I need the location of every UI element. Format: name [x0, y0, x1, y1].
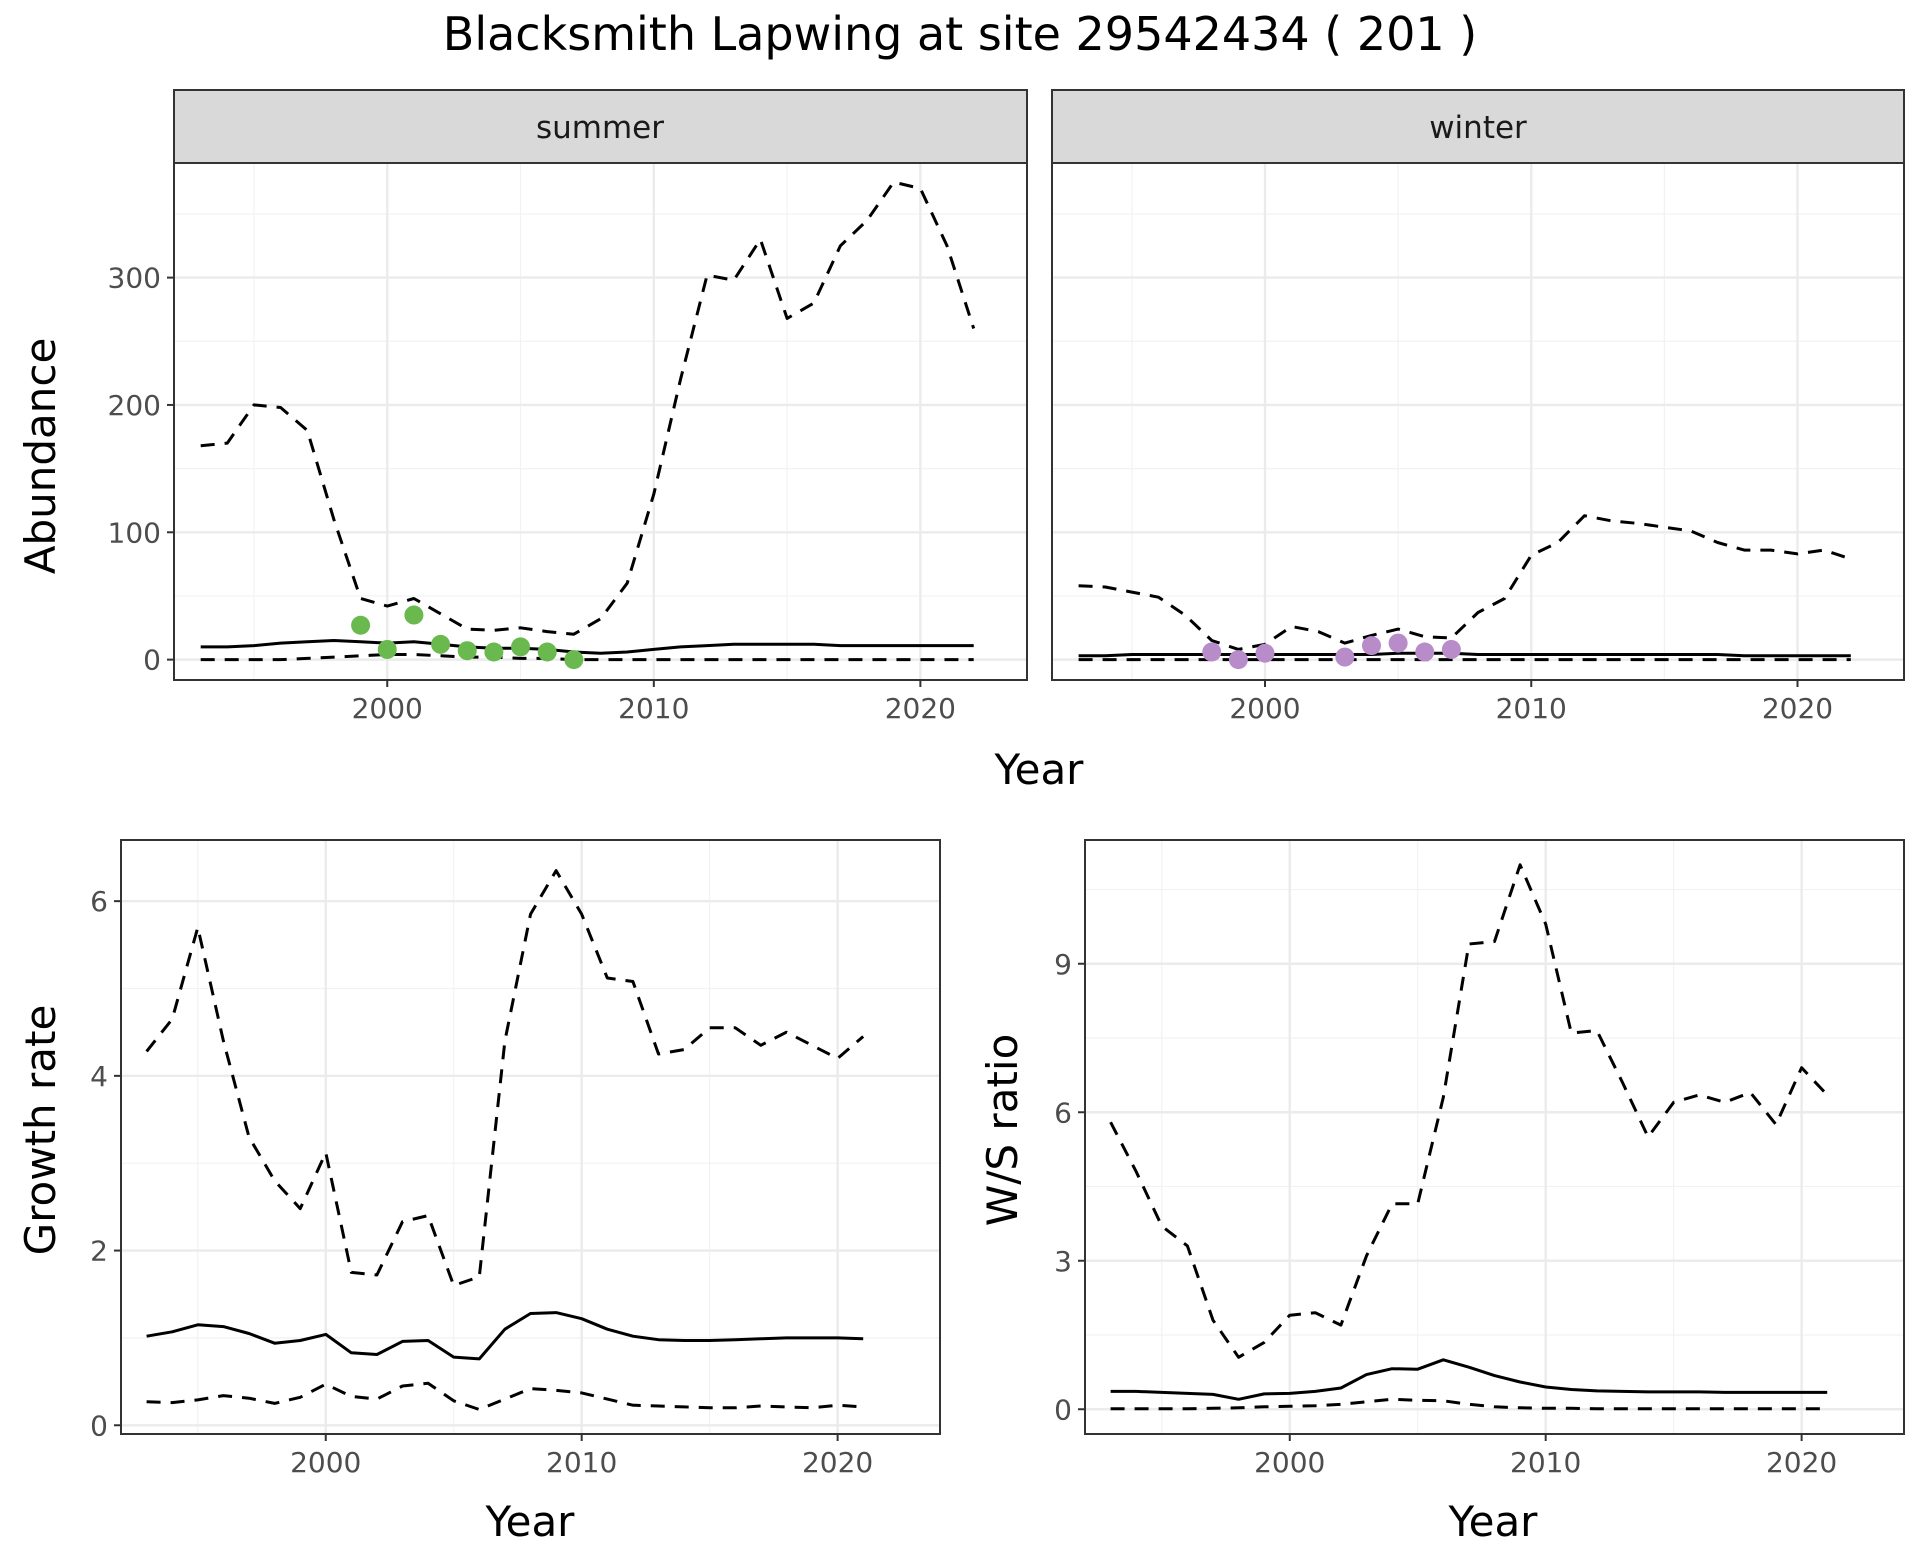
observation-point	[404, 605, 424, 625]
y-tick-label: 6	[90, 885, 108, 918]
figure-title: Blacksmith Lapwing at site 29542434 ( 20…	[443, 7, 1477, 61]
x-tick-label: 2000	[352, 692, 423, 725]
y-tick-label: 2	[90, 1235, 108, 1268]
panel-background	[174, 163, 1027, 680]
observation-point	[1255, 643, 1275, 663]
panel-border	[173, 162, 1028, 681]
growth-y-axis-title: Growth rate	[16, 1005, 65, 1256]
y-tick-label: 0	[90, 1409, 108, 1442]
observation-point	[564, 650, 584, 670]
panel-border	[120, 839, 941, 1435]
upper-bound-line	[145, 869, 865, 1287]
y-tick-label: 0	[143, 644, 161, 677]
abundance-y-axis-title: Abundance	[16, 338, 65, 575]
observation-point	[377, 639, 397, 659]
x-tick-label: 2020	[885, 692, 956, 725]
y-tick-label: 300	[108, 262, 161, 295]
observation-point	[1362, 636, 1381, 656]
lower-bound-line	[146, 1381, 864, 1411]
lower-bound-line	[200, 653, 974, 662]
y-tick-label: 6	[1054, 1096, 1072, 1129]
x-tick-label: 2000	[1229, 692, 1300, 725]
upper-bound-line	[200, 180, 976, 636]
abundance-winter-panel: 2000 2010 2020	[1051, 162, 1905, 725]
estimate-line	[200, 639, 974, 655]
ratio-x-axis-title: Year	[1448, 1497, 1539, 1546]
panel-border	[1084, 839, 1905, 1435]
observation-point	[1388, 633, 1408, 653]
growth-rate-panel: 2000 2010 2020 0 2 4 6	[90, 839, 941, 1479]
x-tick-label: 2000	[290, 1446, 361, 1479]
y-tick-label: 200	[108, 389, 161, 422]
x-tick-label: 2020	[1766, 1446, 1837, 1479]
growth-x-axis-title: Year	[485, 1497, 576, 1546]
observation-point	[484, 642, 504, 662]
observation-point	[511, 637, 531, 657]
y-tick-label: 0	[1054, 1393, 1072, 1426]
x-tick-label: 2010	[1510, 1446, 1581, 1479]
observation-point	[1441, 639, 1461, 659]
y-tick-label: 100	[108, 516, 161, 549]
y-tick-label: 9	[1054, 948, 1072, 981]
strip-label-winter: winter	[1429, 110, 1527, 146]
observation-point	[537, 642, 557, 662]
y-tick-label: 4	[90, 1060, 108, 1093]
observation-point	[351, 615, 371, 635]
observation-point	[1415, 642, 1435, 662]
y-tick-label: 3	[1054, 1245, 1072, 1278]
strip-label-summer: summer	[536, 110, 664, 146]
x-tick-label: 2020	[1762, 692, 1833, 725]
x-tick-label: 2000	[1254, 1446, 1325, 1479]
ws-ratio-panel: 2000 2010 2020 0 3 6 9	[1054, 839, 1905, 1479]
panel-background	[1085, 840, 1904, 1434]
panel-background	[121, 840, 940, 1434]
abundance-x-axis-title: Year	[994, 745, 1085, 794]
x-tick-label: 2020	[802, 1446, 873, 1479]
strip-winter	[1051, 89, 1905, 164]
upper-bound-line	[1078, 514, 1852, 651]
strip-summer	[173, 89, 1028, 164]
estimate-line	[1110, 1358, 1828, 1401]
observation-point	[1202, 642, 1222, 662]
abundance-summer-panel: 2000 2010 2020 0 100 200 300	[108, 162, 1028, 725]
upper-bound-line	[1109, 863, 1829, 1359]
observation-point	[431, 634, 451, 654]
panel-background	[1052, 163, 1904, 680]
ratio-y-axis-title: W/S ratio	[978, 1034, 1027, 1227]
x-tick-label: 2010	[546, 1446, 617, 1479]
observation-point	[1228, 650, 1248, 670]
x-tick-label: 2010	[618, 692, 689, 725]
panel-border	[1051, 162, 1905, 681]
observation-point	[1335, 647, 1355, 667]
observation-point	[457, 641, 477, 661]
estimate-line	[146, 1311, 864, 1361]
x-tick-label: 2010	[1496, 692, 1567, 725]
